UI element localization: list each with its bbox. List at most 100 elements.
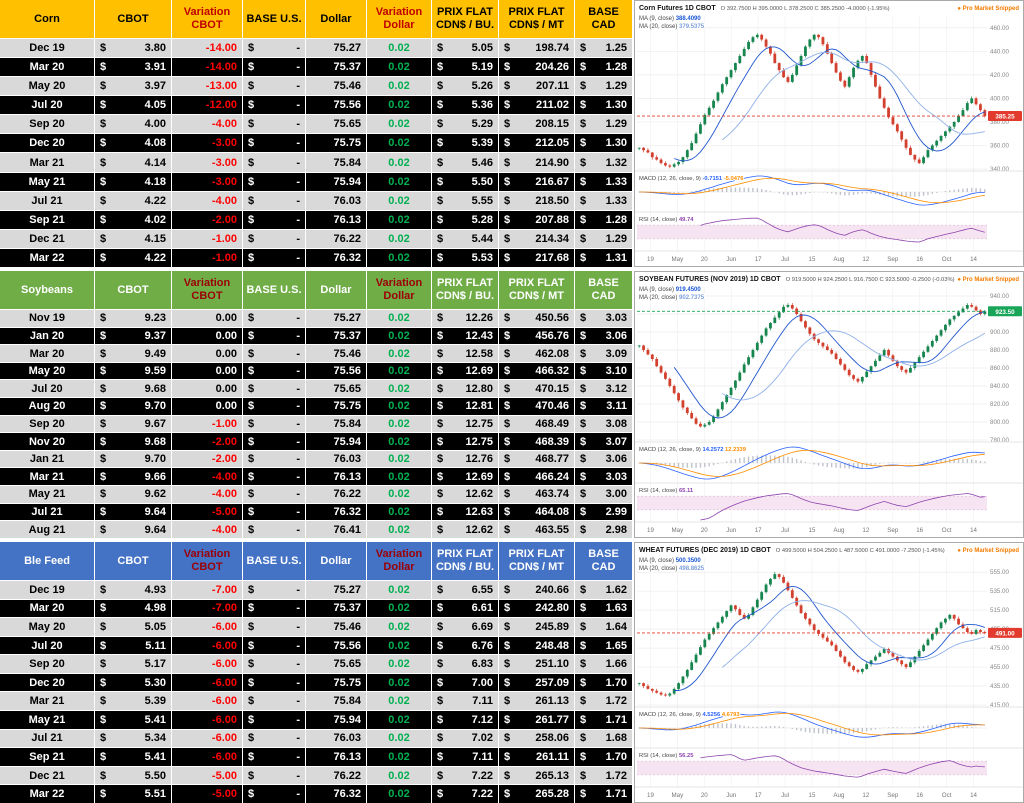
cell-prix-flat-mt: $468.49 [499,415,575,433]
table-row: Dec 19 $4.93 -7.00 $ -75.27 0.02 $6.55 $240.66 $… [0,580,632,599]
svg-text:535.00: 535.00 [990,588,1009,595]
ma9-legend: MA (9, close) 919.4500 [639,287,701,293]
cell-month: Jul 20 [0,96,95,115]
table-row: Dec 21 $4.15 -1.00 $ -76.22 0.02 $5.44 $214.34 $… [0,228,632,248]
cell-base-us: $ - [243,673,306,692]
cell-prix-flat-bu: $5.29 [432,115,499,134]
cell-dollar: 76.13 [306,210,367,229]
cell-dollar: 76.32 [306,785,367,803]
column-header: Variation Dollar [367,271,432,309]
cell-month: Sep 20 [0,115,95,134]
x-axis-label: Sep [887,256,899,263]
column-header: BASE U.S. [243,542,306,580]
table-row: Mar 21 $4.14 -3.00 $ -75.84 0.02 $5.46 $214.90 $… [0,152,632,172]
cell-cbot: $5.11 [95,636,172,655]
cell-base-cad: $1.71 [580,788,627,801]
cell-prix-flat-mt: $265.13 [499,766,575,785]
x-axis-label: Jun [726,256,737,263]
cell-variation-dollar: 0.02 [367,450,432,468]
cell-variation-cbot: -12.00 [172,96,243,115]
cell-variation-dollar: 0.02 [367,345,432,362]
cell-prix-flat-bu: $7.22 [432,766,499,785]
column-header: BASE CAD [588,548,619,573]
cell-prix-flat-mt: $211.02 [499,96,575,115]
cell-variation-cbot: -6.00 [172,636,243,655]
column-header: Dollar [306,0,367,38]
x-axis-label: 15 [809,256,816,263]
chart-title: Corn Futures 1D CBOT O 392.7500 H 395.000… [639,5,890,12]
table-row: Sep 20 $5.17 -6.00 $ -75.65 0.02 $6.83 $251.10 $… [0,654,632,673]
cell-base-cad: $1.25 [580,42,627,55]
x-axis-label: Sep [887,527,899,534]
cell-prix-flat-mt: $242.80 [499,599,575,618]
candlestick-chart: 340.00 360.00 380.00 400.00 420.00 440.00 460.… [635,4,1023,263]
table-row: Sep 21 $4.02 -2.00 $ -76.13 0.02 $5.28 $207.88 $… [0,209,632,229]
cell-variation-dollar: 0.02 [367,229,432,248]
cell-prix-flat-bu: $5.39 [432,134,499,153]
svg-text:435.00: 435.00 [990,683,1009,690]
cell-prix-flat-mt: $466.32 [499,362,575,380]
cell-dollar: 75.27 [306,39,367,58]
cell-variation-cbot: -1.00 [172,229,243,248]
cell-base-us: $ - [243,433,306,450]
cell-variation-cbot: 0.00 [172,310,243,327]
cell-variation-cbot: -6.00 [172,673,243,692]
cell-cbot: $5.51 [95,785,172,803]
cell-base-us: $ - [243,729,306,748]
watermark: ● Pro Market Snipped [957,548,1019,554]
cell-variation-cbot: -5.00 [172,503,243,521]
cell-prix-flat-mt: $214.90 [499,153,575,172]
cell-variation-cbot: -3.00 [172,134,243,153]
cell-variation-dollar: 0.02 [367,711,432,729]
cell-cbot: $5.34 [95,729,172,748]
x-axis-label: 14 [970,256,977,263]
cell-dollar: 75.94 [306,433,367,450]
cell-prix-flat-mt: $464.08 [499,503,575,521]
svg-text:820.00: 820.00 [990,401,1009,408]
cell-month: Aug 21 [0,521,95,538]
cell-prix-flat-bu: $7.00 [432,673,499,692]
ma9-legend: MA (9, close) 388.4090 [639,16,701,22]
cell-prix-flat-mt: $207.11 [499,77,575,96]
cell-dollar: 76.13 [306,468,367,486]
cell-month: May 20 [0,362,95,380]
cell-month: Jan 20 [0,327,95,345]
column-header: CBOT [95,271,172,309]
cell-variation-dollar: 0.02 [367,636,432,655]
svg-text:385.25: 385.25 [995,114,1015,121]
cell-prix-flat-mt: $463.55 [499,521,575,538]
cell-variation-cbot: -2.00 [172,210,243,229]
watermark: ● Pro Market Snipped [957,6,1019,12]
cell-prix-flat-mt: $468.77 [499,450,575,468]
cell-base-us: $ - [243,77,306,96]
cell-month: Dec 21 [0,229,95,248]
cell-variation-cbot: -7.00 [172,581,243,599]
cell-variation-dollar: 0.02 [367,380,432,398]
cell-prix-flat-bu: $5.36 [432,96,499,115]
table-header-row: Ble Feed CBOT Variation CBOT BASE U.S. Dolla… [0,542,632,580]
cell-base-us: $ - [243,692,306,711]
cell-prix-flat-bu: $5.46 [432,153,499,172]
column-header: PRIX FLAT CDN$ / BU. [432,271,499,309]
cell-prix-flat-mt: $251.10 [499,655,575,673]
cell-prix-flat-mt: $456.76 [499,327,575,345]
cell-variation-dollar: 0.02 [367,618,432,636]
cell-variation-dollar: 0.02 [367,521,432,538]
ble-feed-table: Ble Feed CBOT Variation CBOT BASE U.S. Dolla… [0,542,632,803]
cell-prix-flat-mt: $470.46 [499,398,575,415]
cell-base-cad: $1.28 [580,61,627,74]
ma9-legend: MA (9, close) 500.3500 [639,558,701,564]
cell-prix-flat-mt: $245.89 [499,618,575,636]
x-axis-label: 20 [701,256,708,263]
x-axis-label: 12 [862,792,869,799]
x-axis-label: 19 [647,792,654,799]
svg-text:400.00: 400.00 [990,95,1009,102]
cell-base-us: $ - [243,345,306,362]
cell-prix-flat-bu: $12.43 [432,327,499,345]
cell-variation-dollar: 0.02 [367,115,432,134]
svg-text:515.00: 515.00 [990,607,1009,614]
cell-variation-cbot: 0.00 [172,345,243,362]
cell-variation-cbot: 0.00 [172,327,243,345]
cell-variation-dollar: 0.02 [367,398,432,415]
x-axis-label: Jun [726,527,737,534]
